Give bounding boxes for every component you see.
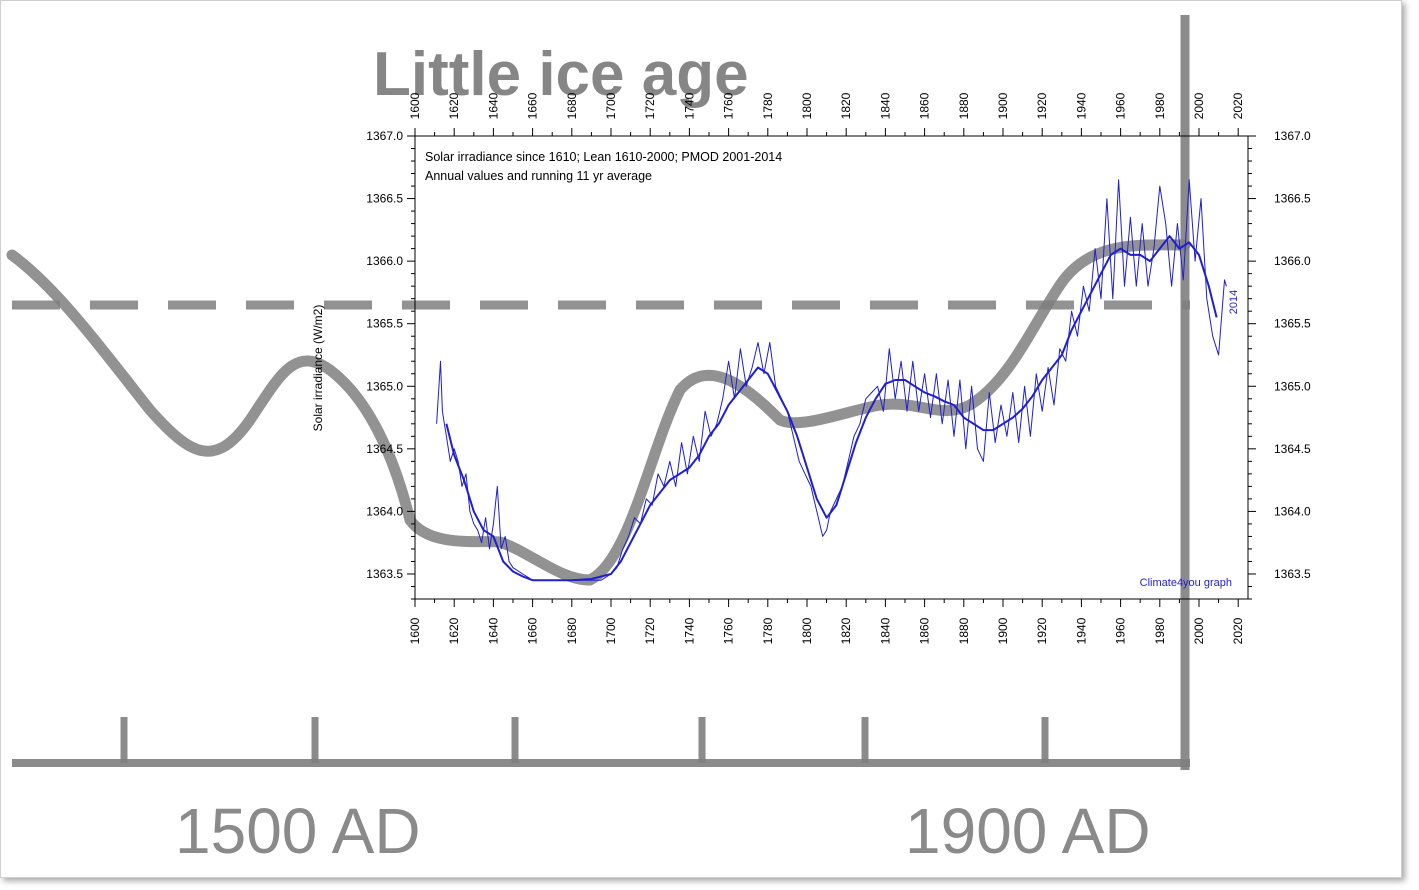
x-tick-label-top: 1860 [918,92,932,119]
solar-irradiance-chart: 1600 1620 1640 1660 1680 1700 1720 1740 1760 1780… [311,92,1311,644]
chart-title-line-2: Annual values and running 11 yr average [425,169,652,183]
y-ticks-left: 1363.5 1364.0 1364.5 1365.0 1365.5 1366.0 1366… [366,129,415,600]
y-tick-label-right: 1367.0 [1274,129,1311,143]
running-average-line [445,235,1218,582]
y-tick-label-right: 1364.0 [1274,504,1311,518]
x-tick-label-bottom: 1900 [996,617,1010,644]
y-tick-label-left: 1363.5 [366,567,403,581]
y-tick-label-right: 1365.0 [1274,379,1311,393]
underlay-label-1500: 1500 AD [175,795,421,867]
x-tick-label-top: 1700 [604,92,618,119]
y-tick-label-left: 1366.5 [366,192,403,206]
x-tick-label-bottom: 1680 [565,617,579,644]
underlay-title: Little ice age [373,40,749,109]
x-tick-label-bottom: 1820 [839,617,853,644]
x-tick-label-bottom: 1740 [682,617,696,644]
underlay-label-1900: 1900 AD [905,795,1151,867]
x-tick-label-bottom: 1760 [722,617,736,644]
y-tick-label-right: 1364.5 [1274,442,1311,456]
x-tick-label-bottom: 1640 [486,617,500,644]
x-tick-label-top: 1660 [526,92,540,119]
x-tick-label-top: 1820 [839,92,853,119]
x-ticks-bottom: 1600 1620 1640 1660 1680 1700 1720 1740 1760 1780… [408,599,1245,644]
x-tick-label-bottom: 1940 [1074,617,1088,644]
x-tick-label-bottom: 2000 [1192,617,1206,644]
x-tick-label-top: 1620 [447,92,461,119]
x-tick-label-top: 1880 [957,92,971,119]
y-tick-label-left: 1364.5 [366,442,403,456]
credit-label: Climate4you graph [1140,577,1232,589]
y-tick-label-left: 1365.5 [366,317,403,331]
x-tick-label-top: 2020 [1231,92,1245,119]
y-tick-label-left: 1366.0 [366,254,403,268]
x-tick-label-top: 1720 [643,92,657,119]
chart-title-line-1: Solar irradiance since 1610; Lean 1610-2… [425,150,782,164]
x-tick-label-top: 1640 [486,92,500,119]
plot-area [414,135,1249,600]
y-tick-label-left: 1365.0 [366,379,403,393]
x-tick-label-top: 1960 [1114,92,1128,119]
x-tick-label-bottom: 1720 [643,617,657,644]
x-tick-label-bottom: 1920 [1035,617,1049,644]
x-tick-label-top: 1920 [1035,92,1049,119]
x-tick-label-bottom: 1620 [447,617,461,644]
x-tick-label-top: 1940 [1074,92,1088,119]
underlay-axis-ticks [120,717,1049,763]
annual-values-line [436,179,1227,581]
x-tick-label-bottom: 1780 [761,617,775,644]
x-tick-label-bottom: 1800 [800,617,814,644]
x-tick-label-bottom: 1600 [408,617,422,644]
x-tick-label-top: 1840 [878,92,892,119]
x-tick-label-bottom: 1960 [1114,617,1128,644]
x-tick-label-bottom: 1840 [878,617,892,644]
underlay-sketch: Little ice age 1500 AD 1900 AD [6,15,1191,867]
series-group [436,179,1227,582]
x-tick-label-top: 1760 [722,92,736,119]
y-tick-label-right: 1365.5 [1274,317,1311,331]
x-tick-label-top: 1980 [1153,92,1167,119]
underlay-curve [6,239,1191,586]
y-tick-label-right: 1363.5 [1274,567,1311,581]
y-axis-label: Solar irradiance (W/m2) [311,305,325,432]
x-tick-label-bottom: 1880 [957,617,971,644]
x-tick-label-bottom: 1660 [526,617,540,644]
y-tick-label-right: 1366.0 [1274,254,1311,268]
x-ticks-top: 1600 1620 1640 1660 1680 1700 1720 1740 1760 1780… [408,92,1245,136]
y-tick-label-left: 1364.0 [366,504,403,518]
x-tick-label-top: 1740 [682,92,696,119]
x-tick-label-top: 1800 [800,92,814,119]
x-tick-label-top: 1680 [565,92,579,119]
x-tick-label-top: 1600 [408,92,422,119]
y-tick-label-right: 1366.5 [1274,192,1311,206]
x-tick-label-top: 1900 [996,92,1010,119]
x-tick-label-bottom: 2020 [1231,617,1245,644]
x-tick-label-top: 2000 [1192,92,1206,119]
x-tick-label-bottom: 1860 [918,617,932,644]
x-tick-label-bottom: 1980 [1153,617,1167,644]
x-tick-label-bottom: 1700 [604,617,618,644]
end-year-label: 2014 [1228,290,1240,314]
y-tick-label-left: 1367.0 [366,129,403,143]
y-ticks-right: 1363.5 1364.0 1364.5 1365.0 1365.5 1366.0 1366… [1248,129,1311,600]
x-tick-label-top: 1780 [761,92,775,119]
